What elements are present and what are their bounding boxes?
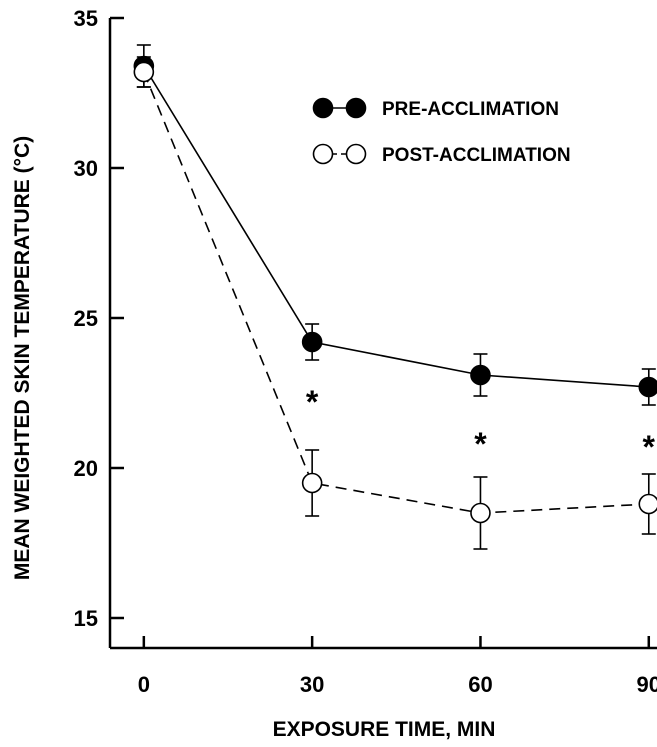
x-tick-label: 60: [468, 672, 492, 697]
legend: PRE-ACCLIMATION POST-ACCLIMATION: [312, 97, 571, 166]
data-point: [470, 502, 491, 524]
x-axis-label: EXPOSURE TIME, MIN: [273, 718, 496, 741]
data-point: [638, 493, 657, 515]
y-tick-label: 20: [74, 456, 98, 481]
data-point: [133, 61, 155, 83]
axes: 15 20 25 30 35 0 30 60 90: [74, 6, 657, 697]
y-tick-label: 25: [74, 306, 98, 331]
data-point: [470, 364, 491, 386]
significance-marker: *: [643, 429, 656, 465]
y-tick-label: 35: [74, 6, 98, 31]
legend-marker: [345, 143, 367, 165]
data-point: [638, 376, 657, 398]
legend-label: PRE-ACCLIMATION: [382, 99, 559, 120]
series-line: [143, 71, 649, 514]
y-tick-label: 15: [74, 606, 98, 631]
data-point: [301, 331, 323, 353]
legend-item: PRE-ACCLIMATION: [312, 97, 559, 120]
significance-marker: *: [474, 426, 487, 462]
series-post-acclimation: [133, 56, 657, 550]
legend-marker: [312, 97, 334, 119]
series-line: [143, 65, 649, 388]
legend-marker: [345, 97, 367, 119]
y-tick-label: 30: [74, 156, 98, 181]
series-layer: [133, 44, 657, 550]
x-tick-label: 30: [300, 672, 324, 697]
legend-marker: [312, 143, 334, 165]
y-axis-label: MEAN WEIGHTED SKIN TEMPERATURE (°C): [11, 136, 34, 580]
legend-item: POST-ACCLIMATION: [312, 143, 571, 166]
significance-marker: *: [306, 384, 319, 420]
data-point: [301, 472, 323, 494]
x-tick-label: 0: [138, 672, 150, 697]
legend-label: POST-ACCLIMATION: [382, 145, 571, 166]
annotations: * * *: [306, 384, 656, 465]
x-tick-label: 90: [637, 672, 657, 697]
